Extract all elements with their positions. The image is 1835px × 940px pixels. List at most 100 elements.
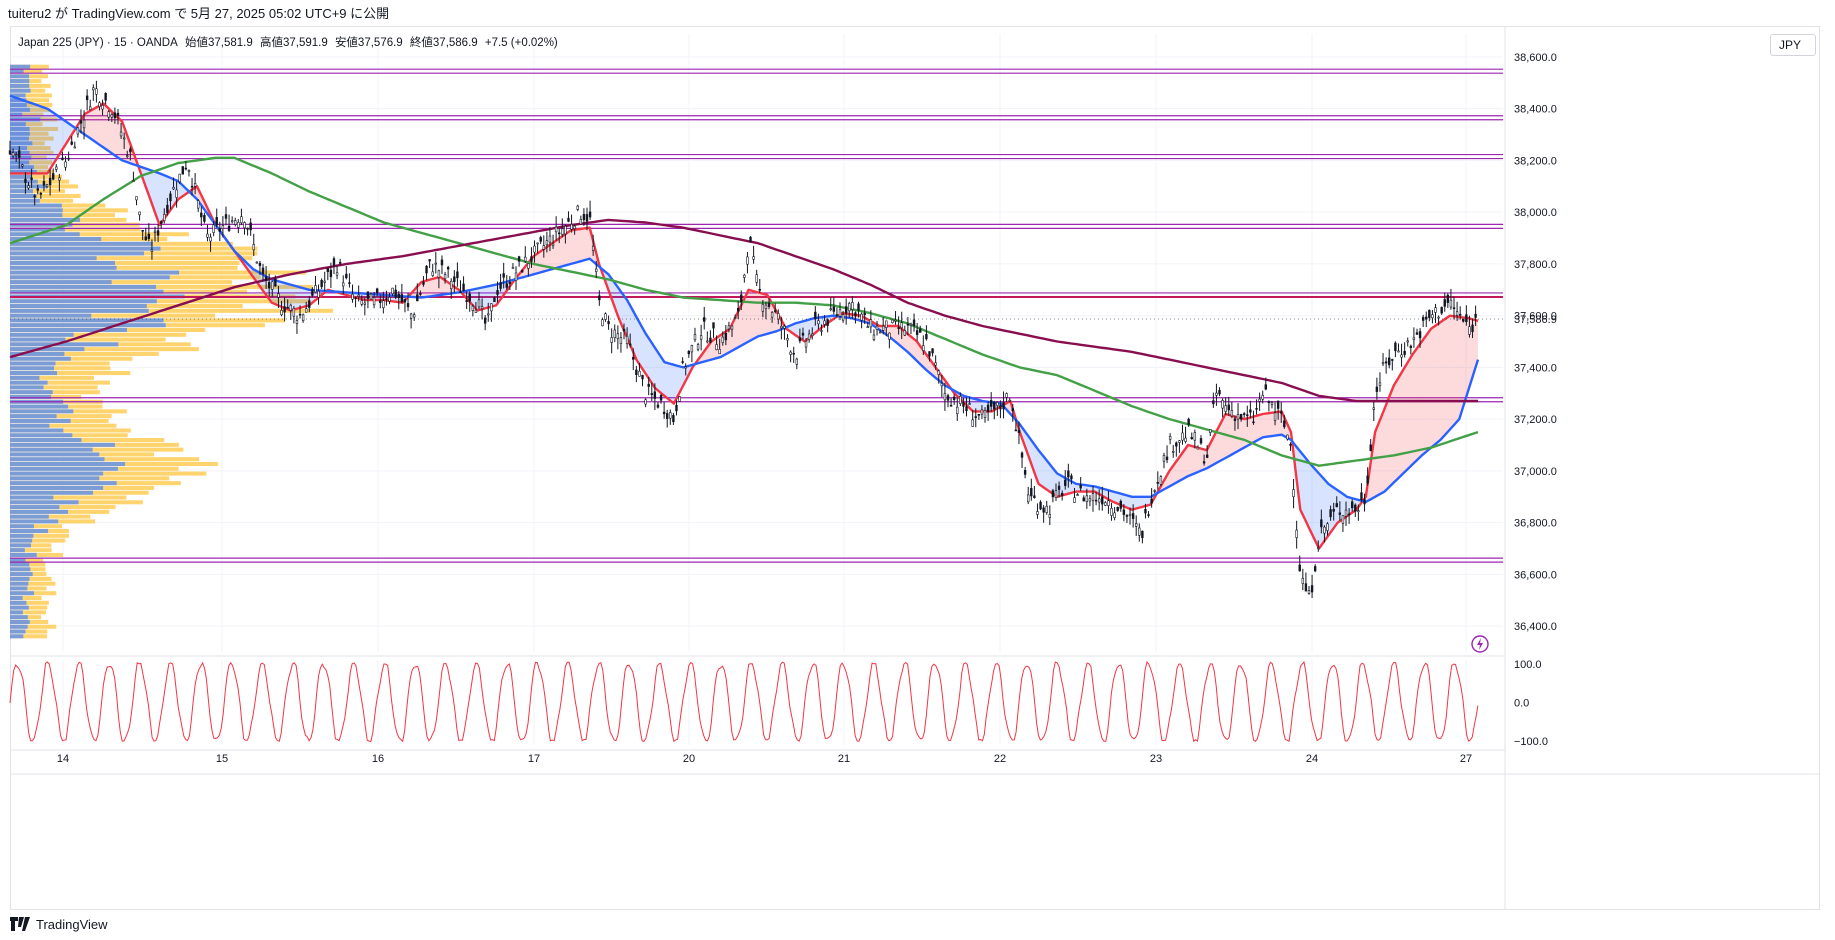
candle-body (1048, 514, 1052, 519)
candle-body (1101, 496, 1104, 505)
candle-body (163, 214, 166, 221)
candle-body (996, 402, 999, 406)
candle-body (246, 228, 249, 230)
candle-body (989, 400, 993, 407)
ma-cloud-segment (1239, 417, 1245, 451)
volume-profile-bar-down (10, 107, 30, 112)
candle-body (946, 395, 950, 401)
ma-cloud-segment (1230, 415, 1235, 456)
alert-lightning-icon[interactable] (1471, 635, 1489, 653)
candle-body (308, 300, 311, 308)
currency-selector[interactable]: JPY (1770, 34, 1816, 56)
candle-body (400, 294, 404, 303)
lightning-bolt (1477, 638, 1483, 650)
candle-body (462, 283, 465, 291)
volume-profile-bar-down (10, 131, 30, 136)
volume-profile-bar-up (10, 308, 334, 313)
volume-profile-bar-down (10, 208, 63, 213)
candle-body (249, 222, 252, 231)
candle-body (888, 332, 891, 340)
footer: TradingView (10, 914, 108, 934)
candle-body (666, 413, 669, 419)
candle-body (76, 127, 80, 135)
ma-cloud-segment (295, 285, 300, 310)
candle-body (490, 303, 493, 312)
volume-profile-bar-down (10, 232, 80, 237)
candle-body (1017, 429, 1021, 433)
candle-body (375, 288, 379, 294)
volume-profile-bar-up (10, 629, 48, 634)
candle-body (644, 399, 647, 405)
candle-body (993, 401, 996, 410)
candle-body (326, 268, 330, 272)
volume-profile-bar-down (10, 366, 55, 371)
volume-profile-bar-down (10, 466, 118, 471)
candle-body (1455, 311, 1459, 316)
tradingview-logo-icon (10, 917, 30, 931)
candle-body (280, 309, 283, 316)
candle-body (1252, 421, 1255, 424)
candle-body (508, 282, 512, 284)
candle-body (1243, 413, 1246, 415)
candle-body (919, 328, 922, 333)
volume-profile-bar-down (10, 476, 100, 481)
candle-body (632, 356, 635, 360)
candle-body (110, 114, 114, 118)
candle-body (61, 157, 64, 161)
ma-cloud-segment (1075, 483, 1081, 492)
candle-body (1255, 408, 1258, 410)
candle-body (499, 282, 502, 289)
candle-body (832, 306, 836, 312)
candle-body (141, 229, 144, 232)
candle-body (1064, 479, 1067, 486)
volume-profile-bar-down (10, 404, 69, 409)
price-tick-label: 37,800.0 (1514, 259, 1557, 271)
symbol-label[interactable]: Japan 225 (JPY) · 15 · OANDA (18, 37, 178, 49)
candle-body (1474, 313, 1477, 318)
footer-brand[interactable]: TradingView (36, 916, 108, 932)
candle-body (536, 242, 539, 245)
candle-body (604, 313, 607, 320)
candle-body (1394, 342, 1397, 352)
volume-profile-bar-down (10, 74, 30, 79)
candle-body (45, 184, 49, 187)
candle-body (706, 340, 709, 343)
candle-body (1462, 318, 1465, 322)
ma-cloud-segment (14, 97, 20, 174)
volume-profile-bar-up (10, 83, 51, 88)
candle-body (687, 351, 691, 355)
candle-body (1128, 513, 1132, 517)
symbol-legend[interactable]: Japan 225 (JPY) · 15 · OANDA 始値37,581.9 … (18, 34, 562, 50)
candle-body (70, 141, 73, 145)
volume-profile-bar-down (10, 567, 31, 572)
candle-body (1045, 505, 1048, 513)
candle-body (446, 267, 450, 270)
volume-profile-bar-down (10, 93, 26, 98)
candle-body (931, 348, 934, 354)
ma-cloud-segment (299, 287, 305, 308)
candle-body (1341, 515, 1345, 524)
volume-profile-bar-up (10, 600, 49, 605)
volume-profile-bar-up (10, 471, 207, 476)
ma-cloud-segment (912, 337, 917, 361)
ma-cloud-segment (1398, 369, 1404, 479)
candle-body (181, 166, 184, 175)
volume-profile-bar-up (10, 533, 69, 538)
ma-cloud-segment (154, 171, 160, 226)
candle-body (1005, 393, 1008, 398)
candle-body (1196, 446, 1200, 450)
candle-body (1320, 519, 1323, 528)
candle-body (289, 304, 292, 311)
volume-profile-bar-down (10, 98, 27, 103)
candle-body (126, 155, 129, 157)
candle-body (277, 293, 280, 298)
price-chart[interactable]: 38,600.0 38,400.0 38,200.0 38,000.0 37,800.0… (0, 0, 1835, 910)
candle-body (814, 311, 817, 320)
candle-body (113, 112, 117, 119)
candle-body (703, 317, 706, 322)
candle-body (885, 320, 888, 328)
candle-body (959, 396, 962, 404)
ma-cloud-segment (1183, 445, 1189, 479)
candle-body (977, 414, 981, 416)
ma-cloud-segment (1449, 315, 1455, 430)
